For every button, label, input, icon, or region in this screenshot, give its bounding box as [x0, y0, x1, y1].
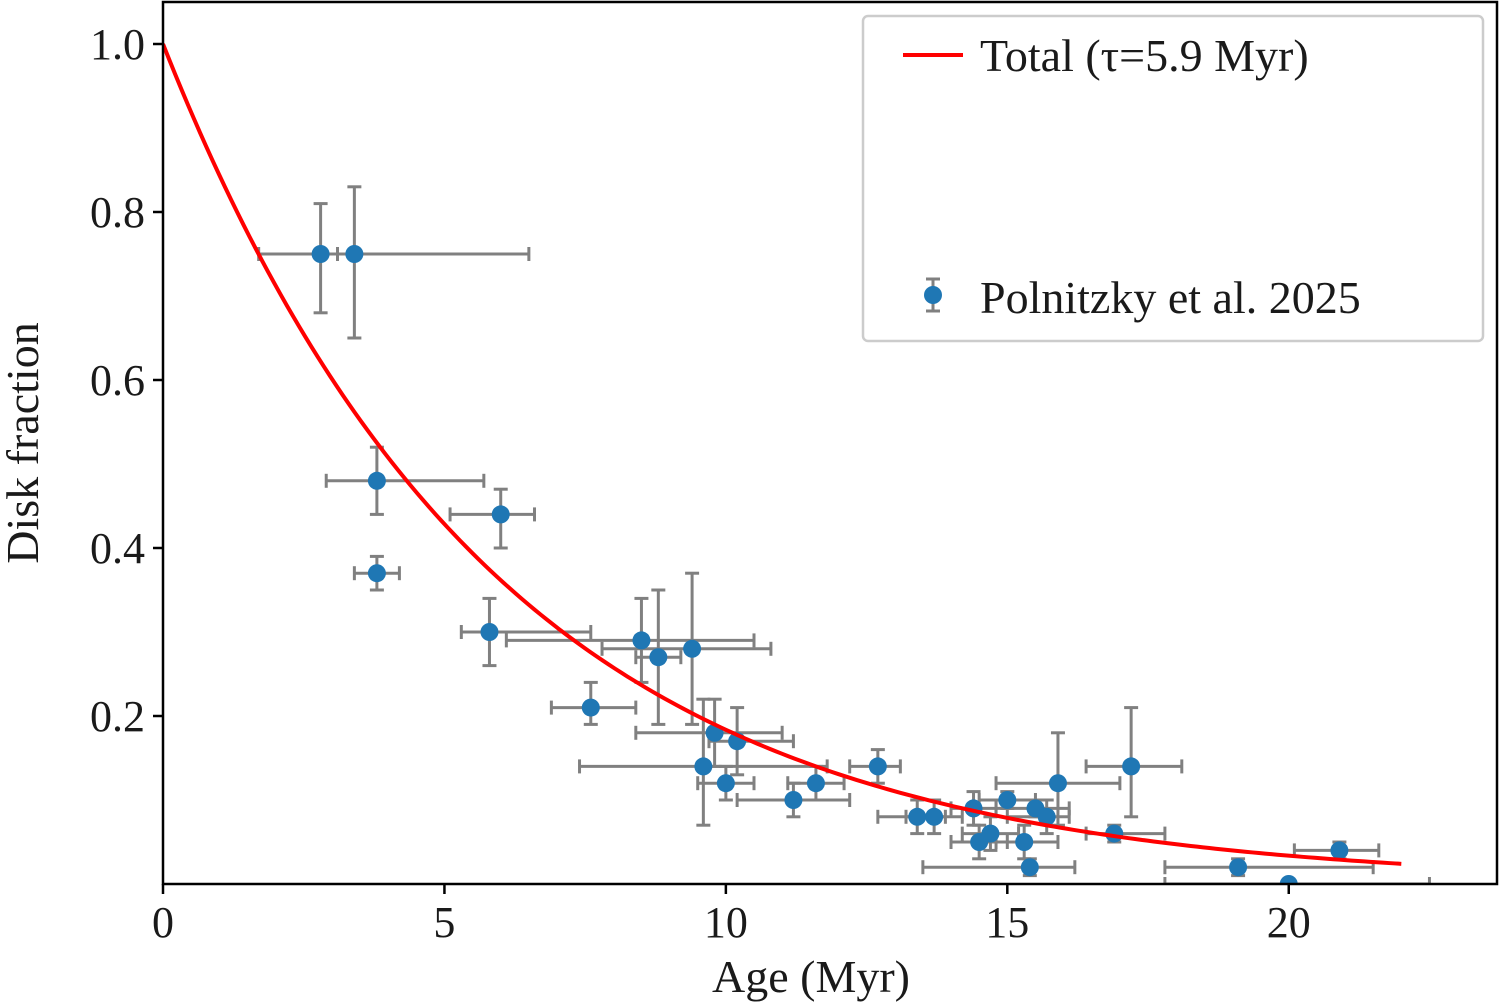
data-point	[1015, 833, 1034, 851]
y-tick-label: 0.2	[90, 692, 145, 741]
y-tick-label: 1.0	[90, 20, 145, 69]
data-point	[480, 623, 499, 641]
data-point	[649, 648, 668, 667]
data-point	[998, 791, 1017, 809]
x-tick-label: 15	[985, 898, 1029, 947]
data-point	[868, 757, 887, 776]
legend-point	[924, 286, 942, 304]
data-point	[1020, 858, 1039, 877]
data-point	[1229, 858, 1248, 877]
data-point-group	[504, 596, 756, 684]
data-point-group	[335, 185, 531, 340]
data-point-group	[1163, 877, 1431, 884]
legend-box	[861, 14, 1485, 343]
data-point	[581, 698, 600, 717]
y-tick-label: 0.8	[90, 188, 145, 237]
data-point	[1048, 774, 1067, 793]
data-point	[367, 564, 386, 583]
legend-points-label: Polnitzky et al. 2025	[980, 272, 1361, 323]
x-tick-label: 10	[704, 898, 748, 947]
data-point	[908, 807, 927, 826]
data-point	[367, 471, 386, 490]
data-point-group	[921, 857, 1077, 878]
plot-frame	[161, 0, 1499, 886]
y-axis-label: Disk fraction	[0, 322, 48, 563]
axes: 0 5 10 15 20 0.2 0.4 0.6 0.8 1.0	[90, 20, 1311, 947]
y-tick-label: 0.6	[90, 356, 145, 405]
data-point	[981, 824, 1000, 843]
data-point	[683, 639, 702, 658]
data-point	[716, 774, 735, 793]
data-point	[632, 631, 651, 650]
model-curve	[163, 43, 1402, 866]
data-point	[491, 505, 510, 524]
data-point-group	[448, 487, 536, 550]
data-point	[925, 807, 944, 826]
x-axis-label: Age (Myr)	[712, 951, 910, 1002]
y-tick-label: 0.4	[90, 524, 145, 573]
data-point	[1279, 875, 1298, 884]
data-point	[345, 245, 364, 263]
data-point	[694, 757, 713, 776]
data-point	[1330, 841, 1349, 860]
legend-points-marker	[924, 277, 942, 313]
x-tick-label: 0	[152, 898, 174, 947]
x-tick-label: 20	[1267, 898, 1311, 947]
legend-model-label: Total (τ=5.9 Myr)	[980, 30, 1309, 81]
x-tick-label: 5	[433, 898, 455, 947]
plot-marks	[163, 43, 1431, 884]
data-point	[806, 774, 825, 793]
legend: Total (τ=5.9 Myr) Polnitzky et al. 2025	[861, 14, 1485, 343]
data-point	[1037, 807, 1056, 826]
data-point	[784, 791, 803, 809]
data-point	[311, 245, 330, 263]
data-point	[1122, 757, 1141, 776]
